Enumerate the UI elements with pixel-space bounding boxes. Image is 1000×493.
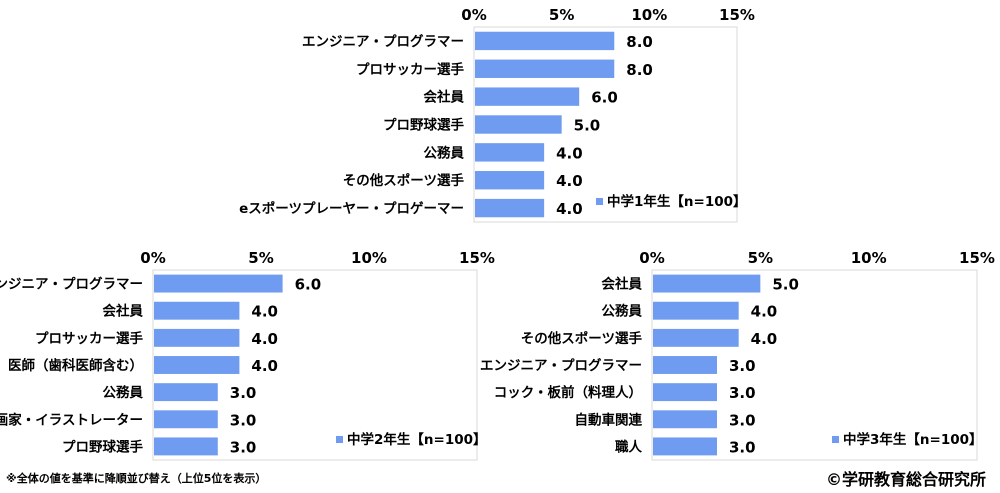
category-label: 会社員: [103, 303, 144, 320]
data-label: 5.0: [574, 117, 601, 135]
data-label: 3.0: [230, 411, 257, 429]
category-label: 会社員: [602, 276, 643, 293]
data-label: 5.0: [772, 276, 799, 294]
bar: [475, 59, 615, 78]
data-label: 4.0: [251, 303, 278, 321]
category-label: その他スポーツ選手: [343, 172, 465, 189]
category-label: その他スポーツ選手: [521, 330, 643, 347]
category-label: 医師（歯科医師含む）: [8, 357, 143, 374]
bar: [154, 328, 240, 347]
bar: [653, 274, 761, 293]
bar: [653, 301, 739, 320]
category-label: 公務員: [103, 384, 144, 401]
category-label: エンジニア・プログラマー: [302, 33, 464, 50]
bar: [653, 356, 717, 374]
x-tick-label: 0%: [461, 6, 486, 24]
plot-frame: [473, 26, 738, 223]
plot-frame: [152, 269, 478, 461]
x-tick-label: 15%: [459, 249, 495, 267]
category-label: eスポーツプレーヤー・プロゲーマー: [239, 200, 464, 217]
x-tick-label: 10%: [851, 249, 887, 267]
data-label: 6.0: [295, 276, 322, 294]
x-tick-label: 0%: [140, 249, 165, 267]
data-label: 8.0: [626, 33, 653, 51]
data-label: 4.0: [251, 357, 278, 375]
legend-label: 中学3年生【n=100】: [843, 431, 983, 448]
category-label: 職人: [615, 438, 643, 455]
x-tick-label: 0%: [639, 249, 664, 267]
category-label: プロサッカー選手: [35, 330, 143, 347]
bar: [653, 410, 717, 429]
data-label: 3.0: [729, 384, 756, 402]
data-label: 4.0: [556, 172, 583, 190]
data-label: 3.0: [729, 357, 756, 375]
x-tick-label: 5%: [748, 249, 773, 267]
data-label: 3.0: [729, 438, 756, 456]
legend-swatch: [596, 198, 603, 205]
x-tick-label: 15%: [719, 6, 755, 24]
category-label: 会社員: [424, 89, 465, 106]
plot-frame: [651, 269, 978, 461]
bar: [154, 437, 218, 456]
legend-swatch: [832, 436, 839, 443]
bar: [653, 383, 717, 402]
x-tick-label: 5%: [248, 249, 273, 267]
copyright: ©学研教育総合研究所: [825, 470, 986, 489]
data-label: 4.0: [251, 330, 278, 348]
category-label: エンジニア・プログラマー: [0, 276, 143, 293]
bar: [154, 274, 283, 293]
data-label: 8.0: [626, 61, 653, 79]
legend-swatch: [336, 436, 343, 443]
x-tick-label: 10%: [351, 249, 387, 267]
bar: [154, 383, 218, 402]
category-label: エンジニア・プログラマー: [480, 357, 642, 374]
bar: [653, 328, 739, 347]
legend-label: 中学2年生【n=100】: [347, 431, 487, 448]
data-label: 4.0: [556, 144, 583, 162]
bar: [475, 115, 562, 134]
category-label: コック・板前（料理人）: [494, 384, 642, 401]
footnote: ※全体の値を基準に降順並び替え（上位5位を表示）: [6, 472, 267, 485]
data-label: 3.0: [230, 384, 257, 402]
data-label: 4.0: [751, 303, 778, 321]
data-label: 4.0: [556, 200, 583, 218]
bar: [475, 87, 580, 106]
bar: [475, 143, 545, 162]
category-label: プロ野球選手: [383, 117, 464, 134]
bar: [475, 171, 545, 190]
x-tick-label: 10%: [631, 6, 667, 24]
data-label: 3.0: [230, 438, 257, 456]
x-tick-label: 5%: [549, 6, 574, 24]
bar: [154, 301, 240, 320]
category-label: 公務員: [602, 303, 643, 320]
data-label: 3.0: [729, 411, 756, 429]
bar: [154, 356, 240, 374]
category-label: 自動車関連: [575, 411, 643, 428]
data-label: 4.0: [751, 330, 778, 348]
data-label: 6.0: [591, 89, 618, 107]
category-label: プロサッカー選手: [356, 61, 464, 78]
bar: [475, 198, 545, 218]
legend-label: 中学1年生【n=100】: [607, 193, 747, 210]
category-label: 公務員: [424, 144, 465, 161]
bar: [154, 410, 218, 429]
bar: [653, 437, 717, 456]
category-label: 漫画家・イラストレーター: [0, 411, 143, 428]
x-tick-label: 15%: [959, 249, 995, 267]
category-label: プロ野球選手: [62, 438, 143, 455]
bar: [475, 31, 615, 51]
